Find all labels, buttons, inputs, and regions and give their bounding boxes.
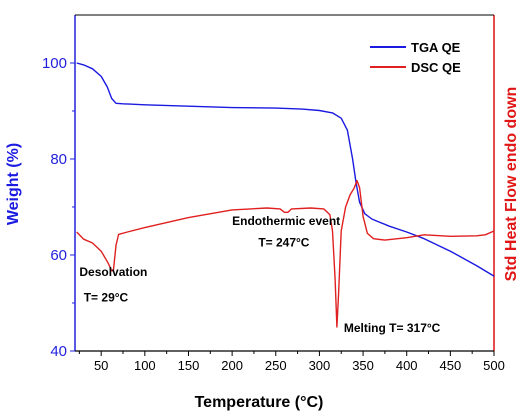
x-tick-label: 500	[483, 358, 505, 373]
x-tick-label: 350	[352, 358, 374, 373]
annotation-label: T= 247°C	[258, 235, 309, 249]
plot-area: 50 100 150 200 250 300 350 400 450 500 40 60 80 100 De…	[42, 14, 505, 373]
annotation-label: Desolvation	[79, 265, 147, 279]
x-tick-label: 400	[396, 358, 418, 373]
y-tick-label: 80	[50, 151, 67, 168]
x-tick-label: 250	[265, 358, 287, 373]
legend-label-dsc: DSC QE	[411, 60, 461, 75]
x-tick-label: 50	[94, 358, 108, 373]
legend-label-tga: TGA QE	[411, 40, 461, 55]
x-tick-label: 300	[309, 358, 331, 373]
x-axis-title: Temperature (°C)	[195, 394, 324, 411]
x-tick-label: 150	[178, 358, 200, 373]
annotation-label: Melting T= 317°C	[344, 321, 441, 335]
y-tick-label: 60	[50, 247, 67, 264]
dsc-series-line	[76, 179, 495, 328]
x-tick-label: 450	[440, 358, 462, 373]
x-tick-label: 200	[221, 358, 243, 373]
y-axis-title-left: Weight (%)	[5, 143, 22, 225]
legend: TGA QE DSC QE	[370, 40, 461, 75]
y-axis-title-right: Std Heat Flow endo down	[503, 87, 520, 282]
y-tick-label: 40	[50, 343, 67, 360]
annotation-label: Endothermic event	[232, 214, 340, 228]
x-tick-label: 100	[134, 358, 156, 373]
annotation-label: T= 29°C	[84, 291, 129, 305]
y-tick-label: 100	[42, 55, 67, 72]
tga-series-line	[76, 62, 495, 277]
